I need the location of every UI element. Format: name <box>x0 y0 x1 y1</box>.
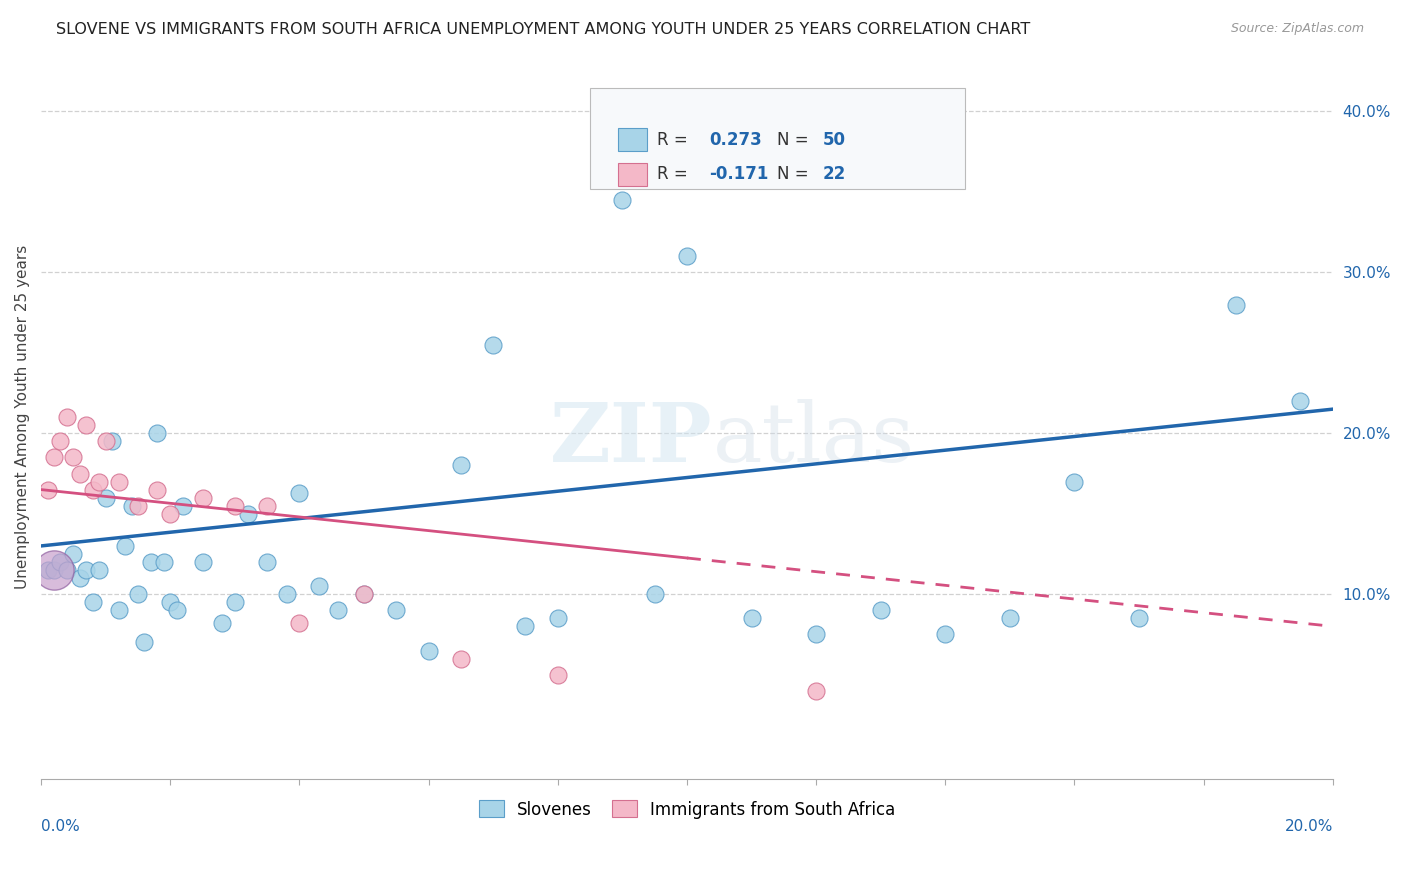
Text: R =: R = <box>657 130 693 149</box>
Point <box>191 491 214 505</box>
Point <box>450 458 472 473</box>
Point <box>612 193 634 207</box>
Point <box>353 587 375 601</box>
Point <box>153 555 176 569</box>
Point <box>998 611 1021 625</box>
Point <box>127 587 149 601</box>
Text: R =: R = <box>657 165 693 184</box>
Point <box>644 587 666 601</box>
Text: -0.171: -0.171 <box>709 165 768 184</box>
Point <box>308 579 330 593</box>
Point <box>676 249 699 263</box>
Text: N =: N = <box>778 130 814 149</box>
Point <box>869 603 891 617</box>
Text: 20.0%: 20.0% <box>1285 820 1333 835</box>
Point <box>42 450 65 465</box>
Point <box>450 651 472 665</box>
Point <box>94 491 117 505</box>
Point <box>288 485 311 500</box>
Y-axis label: Unemployment Among Youth under 25 years: Unemployment Among Youth under 25 years <box>15 245 30 590</box>
Point <box>134 635 156 649</box>
Point <box>547 611 569 625</box>
Point <box>224 499 246 513</box>
Point <box>62 547 84 561</box>
Point <box>804 627 827 641</box>
Point <box>107 603 129 617</box>
Point <box>75 418 97 433</box>
Point <box>276 587 298 601</box>
Point <box>121 499 143 513</box>
Legend: Slovenes, Immigrants from South Africa: Slovenes, Immigrants from South Africa <box>472 794 903 825</box>
Point <box>146 483 169 497</box>
Point <box>94 434 117 449</box>
Text: 22: 22 <box>823 165 846 184</box>
Point <box>159 507 181 521</box>
Point <box>418 643 440 657</box>
Point <box>139 555 162 569</box>
Point <box>42 563 65 577</box>
Point <box>49 555 72 569</box>
Point <box>515 619 537 633</box>
Point <box>934 627 956 641</box>
Text: N =: N = <box>778 165 814 184</box>
Point <box>89 563 111 577</box>
Point <box>42 563 65 577</box>
Point <box>288 616 311 631</box>
Point <box>89 475 111 489</box>
Point <box>62 450 84 465</box>
Point <box>328 603 350 617</box>
Point <box>49 434 72 449</box>
Point <box>236 507 259 521</box>
Point <box>224 595 246 609</box>
Point <box>159 595 181 609</box>
Point <box>1128 611 1150 625</box>
Point <box>1225 297 1247 311</box>
Text: 0.0%: 0.0% <box>41 820 80 835</box>
Point <box>482 338 505 352</box>
Point <box>353 587 375 601</box>
Text: Source: ZipAtlas.com: Source: ZipAtlas.com <box>1230 22 1364 36</box>
Text: 50: 50 <box>823 130 845 149</box>
Point <box>114 539 136 553</box>
Point <box>56 563 79 577</box>
Text: 0.273: 0.273 <box>709 130 762 149</box>
Point <box>191 555 214 569</box>
Text: ZIP: ZIP <box>550 399 713 479</box>
Point <box>101 434 124 449</box>
Point <box>804 683 827 698</box>
Point <box>82 595 104 609</box>
Text: atlas: atlas <box>713 399 915 479</box>
Text: SLOVENE VS IMMIGRANTS FROM SOUTH AFRICA UNEMPLOYMENT AMONG YOUTH UNDER 25 YEARS : SLOVENE VS IMMIGRANTS FROM SOUTH AFRICA … <box>56 22 1031 37</box>
Point <box>107 475 129 489</box>
Point <box>56 410 79 425</box>
Point <box>256 555 278 569</box>
Point <box>1063 475 1085 489</box>
Point <box>741 611 763 625</box>
FancyBboxPatch shape <box>591 87 965 189</box>
Point <box>211 616 233 631</box>
FancyBboxPatch shape <box>619 162 647 186</box>
Point <box>172 499 194 513</box>
Point <box>166 603 188 617</box>
Point <box>127 499 149 513</box>
Point <box>547 667 569 681</box>
Point <box>37 563 59 577</box>
Point <box>37 483 59 497</box>
FancyBboxPatch shape <box>619 128 647 151</box>
Point <box>1289 394 1312 409</box>
Point <box>82 483 104 497</box>
Point <box>69 467 91 481</box>
Point <box>146 426 169 441</box>
Point <box>75 563 97 577</box>
Point <box>256 499 278 513</box>
Point <box>385 603 408 617</box>
Point <box>69 571 91 585</box>
